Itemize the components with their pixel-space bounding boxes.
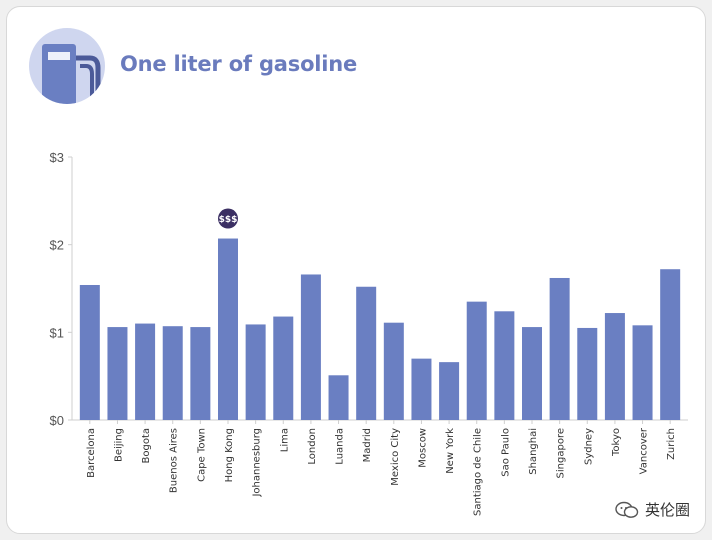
price-badge: $$$ xyxy=(218,208,238,229)
bar xyxy=(604,313,625,420)
chart-title: One liter of gasoline xyxy=(120,52,358,76)
bar xyxy=(190,327,211,420)
bar xyxy=(162,326,183,420)
x-tick-label: Santiago de Chile xyxy=(473,428,484,516)
bar xyxy=(356,286,377,420)
bar xyxy=(439,362,460,420)
x-tick-label: Cape Town xyxy=(196,428,207,482)
x-tick-label: Vancover xyxy=(639,427,650,474)
x-tick-label: Hong Kong xyxy=(224,428,235,482)
wechat-icon xyxy=(615,501,639,518)
x-tick-label: Sydney xyxy=(583,428,594,465)
bar xyxy=(300,274,321,420)
bars xyxy=(79,238,681,420)
x-tick-label: Lima xyxy=(279,428,290,452)
y-tick-label: $0 xyxy=(50,413,64,428)
x-tick-label: Buenos Aires xyxy=(169,428,180,493)
y-tick-label: $3 xyxy=(50,150,64,165)
bar xyxy=(411,358,432,420)
y-tick-label: $1 xyxy=(50,325,64,340)
x-tick-label: Bogota xyxy=(141,428,152,464)
x-tick-label: London xyxy=(307,428,318,465)
watermark-text: 英伦圈 xyxy=(644,501,690,519)
x-axis: Barcelona Beijing Bogota Buenos Aires Cape T… xyxy=(86,420,677,516)
bar xyxy=(383,322,404,420)
bar xyxy=(549,277,570,420)
bar xyxy=(660,269,681,420)
bar xyxy=(466,301,487,420)
bar xyxy=(245,324,266,420)
x-tick-label: Madrid xyxy=(362,428,373,462)
x-tick-label: Tokyo xyxy=(611,428,622,457)
x-tick-label: Beijing xyxy=(113,428,124,462)
x-tick-label: Zurich xyxy=(666,428,677,460)
bar xyxy=(577,327,598,420)
x-tick-label: New York xyxy=(445,428,456,474)
x-tick-label: Mexico City xyxy=(390,428,401,486)
x-tick-label: Shanghai xyxy=(528,428,539,475)
chart-card xyxy=(6,6,706,534)
bar xyxy=(135,323,156,420)
bar xyxy=(218,238,238,420)
bar xyxy=(107,327,128,420)
x-tick-label: Barcelona xyxy=(86,428,97,478)
bar xyxy=(522,327,542,420)
badge-circle xyxy=(218,208,238,229)
bar xyxy=(632,325,653,420)
x-tick-label: Singapore xyxy=(556,428,567,478)
badge-label: $$$ xyxy=(219,215,238,225)
x-tick-label: Sao Paulo xyxy=(500,428,511,477)
x-tick-label: Luanda xyxy=(335,428,346,465)
bar xyxy=(494,311,515,420)
x-tick-label: Moscow xyxy=(417,428,428,468)
y-tick-label: $2 xyxy=(50,238,64,253)
bar xyxy=(328,375,349,420)
x-tick-label: Johannesburg xyxy=(252,428,263,498)
bar xyxy=(79,284,100,420)
bar xyxy=(273,316,294,420)
watermark: 英伦圈 xyxy=(615,499,690,520)
